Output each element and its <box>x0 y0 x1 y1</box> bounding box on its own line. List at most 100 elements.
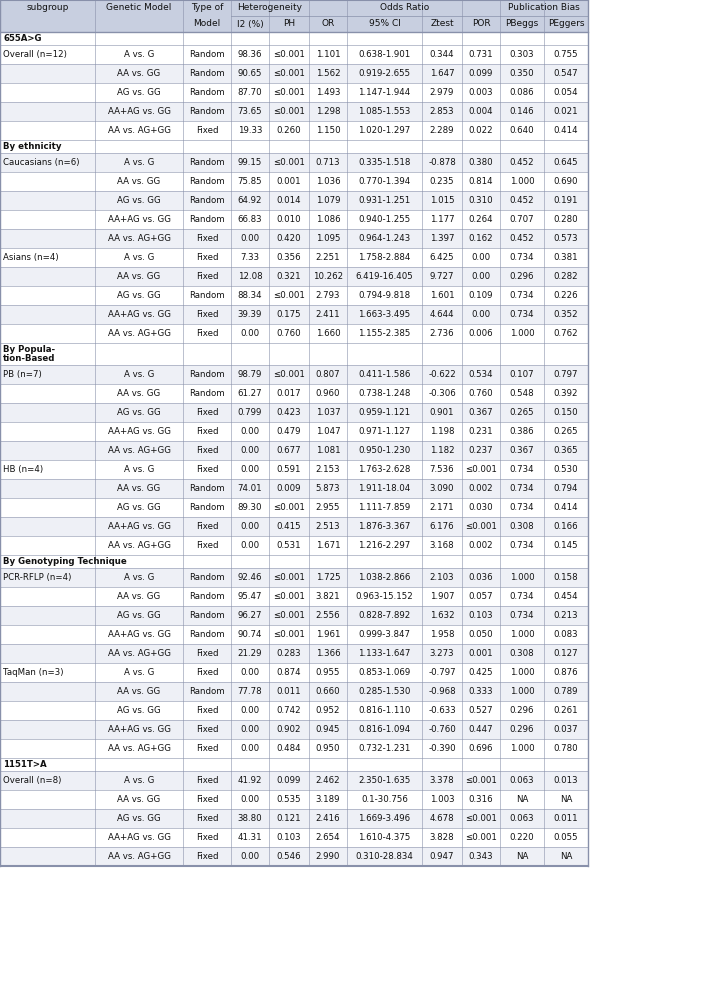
Text: 0.876: 0.876 <box>554 668 578 677</box>
Text: 0.547: 0.547 <box>554 69 578 78</box>
Text: 0.00: 0.00 <box>241 725 260 734</box>
Text: 0.960: 0.960 <box>316 389 341 398</box>
Text: PB (n=7): PB (n=7) <box>3 370 42 379</box>
Text: 1.095: 1.095 <box>316 234 341 243</box>
Text: 3.828: 3.828 <box>430 833 455 842</box>
Text: 0.945: 0.945 <box>316 725 341 734</box>
Text: 1.037: 1.037 <box>316 408 341 417</box>
Text: 3.273: 3.273 <box>430 649 455 658</box>
Text: 87.70: 87.70 <box>238 88 262 97</box>
Text: 0.367: 0.367 <box>510 446 535 455</box>
Text: OR: OR <box>321 19 335 28</box>
Text: 0.734: 0.734 <box>510 541 535 550</box>
Text: 0.00: 0.00 <box>472 310 491 319</box>
Text: 0.794: 0.794 <box>554 484 578 493</box>
Bar <box>0 102 588 121</box>
Bar <box>0 83 588 102</box>
Text: Genetic Model: Genetic Model <box>106 3 171 12</box>
Text: 10.262: 10.262 <box>313 272 343 281</box>
Text: 0.789: 0.789 <box>554 687 578 696</box>
Bar <box>0 828 588 847</box>
Text: ≤0.001: ≤0.001 <box>273 107 305 116</box>
Text: 0.063: 0.063 <box>510 814 535 823</box>
Text: 1.133-1.647: 1.133-1.647 <box>358 649 411 658</box>
Text: 1.150: 1.150 <box>316 126 341 135</box>
Bar <box>0 479 588 498</box>
Text: Random: Random <box>189 687 225 696</box>
Text: 1.101: 1.101 <box>316 50 341 59</box>
Text: 0.548: 0.548 <box>510 389 535 398</box>
Bar <box>0 422 588 442</box>
Text: 0.760: 0.760 <box>277 329 302 338</box>
Text: ≤0.001: ≤0.001 <box>273 69 305 78</box>
Text: 0.003: 0.003 <box>469 88 493 97</box>
Text: AA vs. AG+GG: AA vs. AG+GG <box>108 126 171 135</box>
Text: 1.000: 1.000 <box>510 329 535 338</box>
Text: 1.663-3.495: 1.663-3.495 <box>358 310 411 319</box>
Text: 0.527: 0.527 <box>469 706 493 715</box>
Text: Fixed: Fixed <box>195 408 218 417</box>
Text: 0.308: 0.308 <box>510 649 535 658</box>
Text: AA+AG vs. GG: AA+AG vs. GG <box>108 630 171 639</box>
Text: 0.734: 0.734 <box>510 310 535 319</box>
Bar <box>0 343 588 365</box>
Text: -0.797: -0.797 <box>428 668 456 677</box>
Text: 0.099: 0.099 <box>469 69 493 78</box>
Text: 0.030: 0.030 <box>469 503 493 512</box>
Text: AG vs. GG: AG vs. GG <box>117 408 161 417</box>
Text: 1.079: 1.079 <box>316 196 341 205</box>
Text: 0.00: 0.00 <box>241 668 260 677</box>
Text: 0.414: 0.414 <box>554 126 578 135</box>
Text: 9.727: 9.727 <box>430 272 455 281</box>
Text: 0.902: 0.902 <box>277 725 301 734</box>
Bar <box>0 644 588 663</box>
Text: A vs. G: A vs. G <box>124 370 154 379</box>
Text: 90.74: 90.74 <box>238 630 262 639</box>
Bar <box>0 384 588 403</box>
Text: 1.000: 1.000 <box>510 630 535 639</box>
Text: 0.452: 0.452 <box>510 234 535 243</box>
Text: 0.816-1.094: 0.816-1.094 <box>358 725 411 734</box>
Text: Random: Random <box>189 158 225 167</box>
Text: 2.416: 2.416 <box>316 814 341 823</box>
Text: 2.793: 2.793 <box>316 291 341 300</box>
Text: 0.950-1.230: 0.950-1.230 <box>358 446 411 455</box>
Text: Model: Model <box>193 19 221 28</box>
Bar <box>0 555 588 568</box>
Text: 0.452: 0.452 <box>510 158 535 167</box>
Text: By Genotyping Technique: By Genotyping Technique <box>3 557 127 566</box>
Text: 0.411-1.586: 0.411-1.586 <box>358 370 411 379</box>
Text: 95% CI: 95% CI <box>369 19 401 28</box>
Text: 1.198: 1.198 <box>430 427 455 436</box>
Bar <box>0 0 588 16</box>
Bar <box>0 172 588 191</box>
Text: By Popula-
tion-Based: By Popula- tion-Based <box>3 345 55 363</box>
Text: 5.873: 5.873 <box>316 484 341 493</box>
Text: Random: Random <box>189 215 225 224</box>
Text: 0.677: 0.677 <box>277 446 302 455</box>
Text: 4.678: 4.678 <box>430 814 455 823</box>
Text: AA+AG vs. GG: AA+AG vs. GG <box>108 725 171 734</box>
Text: AA vs. AG+GG: AA vs. AG+GG <box>108 649 171 658</box>
Text: 0.964-1.243: 0.964-1.243 <box>358 234 411 243</box>
Text: 0.296: 0.296 <box>510 725 535 734</box>
Text: Fixed: Fixed <box>195 668 218 677</box>
Text: 1.610-4.375: 1.610-4.375 <box>358 833 411 842</box>
Text: 0.386: 0.386 <box>510 427 535 436</box>
Text: 1.177: 1.177 <box>430 215 455 224</box>
Text: 66.83: 66.83 <box>238 215 262 224</box>
Text: 0.734: 0.734 <box>510 253 535 262</box>
Text: AA vs. AG+GG: AA vs. AG+GG <box>108 541 171 550</box>
Text: 0.335-1.518: 0.335-1.518 <box>358 158 411 167</box>
Text: 0.00: 0.00 <box>241 522 260 531</box>
Text: 0.036: 0.036 <box>469 573 493 582</box>
Text: 0.310-28.834: 0.310-28.834 <box>355 852 413 861</box>
Text: POR: POR <box>472 19 491 28</box>
Text: 1.758-2.884: 1.758-2.884 <box>358 253 411 262</box>
Text: NA: NA <box>516 795 528 804</box>
Text: 0.760: 0.760 <box>469 389 493 398</box>
Text: 2.955: 2.955 <box>316 503 341 512</box>
Text: 1.907: 1.907 <box>430 592 455 601</box>
Text: 0.734: 0.734 <box>510 484 535 493</box>
Text: 0.352: 0.352 <box>554 310 578 319</box>
